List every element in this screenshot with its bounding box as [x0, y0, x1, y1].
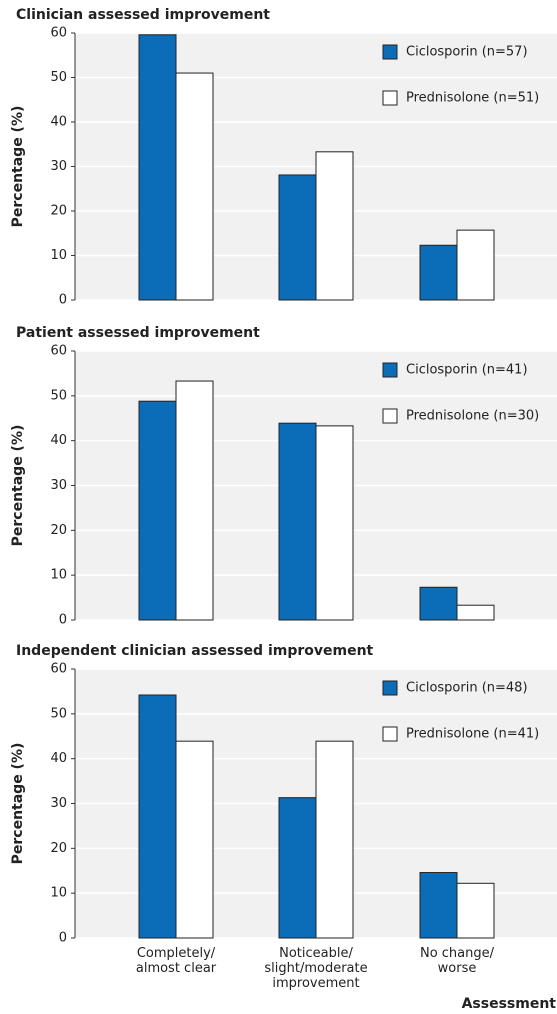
y-tick-label: 30: [50, 796, 67, 811]
bar: [456, 229, 495, 301]
legend-label: Ciclosporin (n=41): [406, 363, 528, 378]
legend-swatch: [382, 362, 398, 378]
y-tick-label: 20: [50, 841, 67, 856]
y-tick-label: 60: [50, 26, 67, 41]
legend-label: Prednisolone (n=41): [406, 727, 539, 742]
legend-swatch: [382, 408, 398, 424]
x-tick-label-line: almost clear: [136, 961, 217, 976]
legend-label: Prednisolone (n=51): [406, 91, 539, 106]
y-tick-label: 0: [59, 931, 67, 946]
bar: [278, 422, 317, 621]
y-axis-label: Percentage (%): [10, 425, 26, 547]
bar: [419, 586, 458, 621]
y-tick-label: 0: [59, 613, 67, 628]
y-tick-label: 50: [50, 706, 67, 721]
bar: [175, 72, 214, 301]
bar: [138, 400, 177, 621]
bar: [419, 244, 458, 301]
y-tick-label: 50: [50, 70, 67, 85]
legend-swatch: [382, 90, 398, 106]
legend-swatch: [382, 726, 398, 742]
x-tick-label-line: Completely/: [137, 946, 216, 961]
y-tick-label: 10: [50, 248, 67, 263]
legend-swatch: [382, 44, 398, 60]
x-tick-label-line: slight/moderate: [264, 961, 367, 976]
bar: [138, 694, 177, 939]
legend-label: Ciclosporin (n=48): [406, 681, 528, 696]
x-tick-label-line: worse: [438, 961, 477, 976]
bar: [315, 425, 354, 621]
legend-label: Prednisolone (n=30): [406, 409, 539, 424]
bar: [419, 872, 458, 939]
bar: [456, 604, 495, 621]
y-tick-label: 10: [50, 568, 67, 583]
y-axis-label: Percentage (%): [10, 106, 26, 228]
x-axis-label: Assessment: [462, 996, 557, 1012]
y-axis-label: Percentage (%): [10, 743, 26, 865]
x-tick-label: Noticeable/slight/moderate improvement: [264, 946, 367, 991]
chart-title: Patient assessed improvement: [16, 325, 260, 341]
y-tick-label: 30: [50, 159, 67, 174]
bar: [175, 740, 214, 939]
bar: [456, 882, 495, 939]
y-tick-label: 20: [50, 523, 67, 538]
y-tick-label: 40: [50, 115, 67, 130]
y-tick-label: 60: [50, 344, 67, 359]
legend-swatch: [382, 680, 398, 696]
y-tick-label: 30: [50, 478, 67, 493]
y-tick-label: 20: [50, 204, 67, 219]
y-tick-label: 0: [59, 293, 67, 308]
x-tick-label-line: No change/: [420, 946, 495, 961]
x-tick-label: Completely/almost clear: [136, 946, 217, 976]
x-tick-label: No change/worse: [420, 946, 495, 976]
x-tick-label-line: Noticeable/: [279, 946, 353, 961]
x-tick-label-line: improvement: [272, 976, 359, 991]
chart-title: Independent clinician assessed improveme…: [16, 643, 374, 659]
bar: [315, 740, 354, 939]
y-tick-label: 10: [50, 886, 67, 901]
y-tick-label: 40: [50, 751, 67, 766]
bar: [278, 174, 317, 301]
bar: [315, 151, 354, 301]
bar: [175, 380, 214, 621]
chart-title: Clinician assessed improvement: [16, 7, 270, 23]
bar: [278, 797, 317, 939]
bar: [138, 34, 177, 301]
legend-label: Ciclosporin (n=57): [406, 45, 528, 60]
y-tick-label: 60: [50, 662, 67, 677]
y-tick-label: 50: [50, 388, 67, 403]
y-tick-label: 40: [50, 433, 67, 448]
